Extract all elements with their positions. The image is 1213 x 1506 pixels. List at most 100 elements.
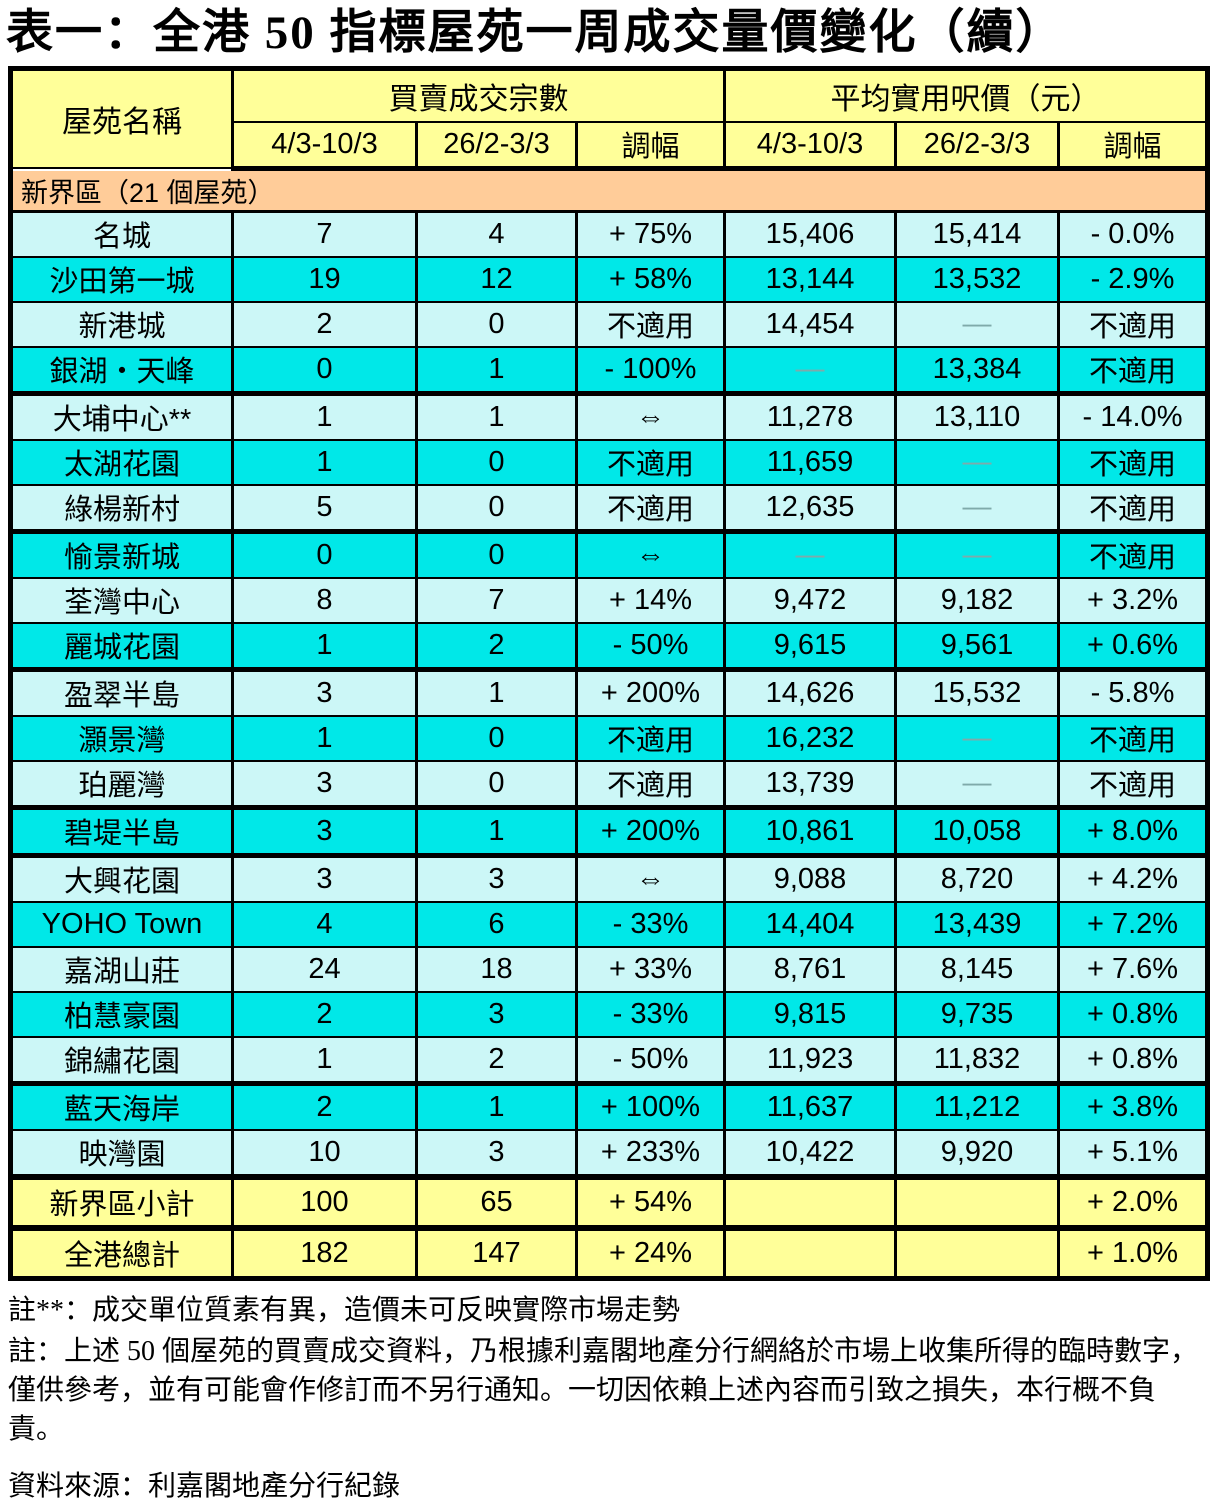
- header-price-period-previous: 26/2-3/3: [894, 121, 1060, 171]
- estate-name-cell: YOHO Town: [9, 900, 234, 948]
- table-row: 名城 7 4 + 75% 15,406 15,414- 0.0%: [9, 210, 1210, 258]
- volume-previous-cell: 0: [415, 714, 578, 762]
- price-change-cell: 不適用: [1056, 759, 1210, 810]
- volume-current-cell: 100: [231, 1173, 418, 1231]
- estate-name-cell: 新港城: [9, 300, 234, 348]
- price-current-cell: 10,861: [723, 806, 897, 858]
- estate-name-cell: 大興花園: [9, 854, 234, 903]
- volume-change-cell: 不適用: [575, 438, 726, 486]
- price-change-cell: - 0.0%: [1056, 210, 1210, 258]
- price-current-cell: 16,232: [723, 714, 897, 762]
- header-volume-period-previous: 26/2-3/3: [415, 121, 578, 171]
- price-current-cell: 12,635: [723, 483, 897, 534]
- price-current-cell: 13,739: [723, 759, 897, 810]
- volume-change-cell: + 233%: [575, 1128, 726, 1180]
- table-row: 綠楊新村 5 0 不適用 12,635— 不適用: [9, 483, 1210, 534]
- price-previous-cell: [894, 1173, 1060, 1231]
- price-change-cell: + 5.1%: [1056, 1128, 1210, 1180]
- volume-current-cell: 2: [231, 990, 418, 1038]
- price-change-cell: 不適用: [1056, 345, 1210, 396]
- price-change-cell: + 1.0%: [1056, 1224, 1210, 1280]
- table-row: 藍天海岸 2 1 + 100% 11,637 11,212 + 3.8%: [9, 1082, 1210, 1131]
- volume-change-cell: + 54%: [575, 1173, 726, 1231]
- estate-name-cell: 映灣園: [9, 1128, 234, 1180]
- price-change-cell: 不適用: [1056, 300, 1210, 348]
- price-current-cell: 11,923: [723, 1035, 897, 1086]
- data-source-line: 資料來源：利嘉閣地產分行紀錄: [8, 1471, 401, 1503]
- volume-current-cell: 182: [231, 1224, 418, 1280]
- price-change-cell: 不適用: [1056, 714, 1210, 762]
- price-previous-cell: 13,110: [894, 392, 1060, 441]
- price-change-cell: - 5.8%: [1056, 668, 1210, 717]
- price-current-cell: 9,472: [723, 576, 897, 624]
- price-previous-cell: 9,182: [894, 576, 1060, 624]
- price-current-cell: —: [723, 530, 897, 579]
- header-volume-period-current: 4/3-10/3: [231, 121, 418, 171]
- volume-change-cell: - 33%: [575, 900, 726, 948]
- volume-current-cell: 0: [231, 345, 418, 396]
- header-price-period-current: 4/3-10/3: [723, 121, 897, 171]
- price-previous-cell: 15,532: [894, 668, 1060, 717]
- volume-previous-cell: 18: [415, 945, 578, 993]
- table-row: 碧堤半島 3 1 + 200% 10,861 10,058 + 8.0%: [9, 806, 1210, 858]
- section-header-row: 新界區（21 個屋苑）: [8, 167, 1210, 213]
- volume-change-cell: 不適用: [575, 300, 726, 348]
- price-current-cell: [723, 1224, 897, 1280]
- volume-current-cell: 3: [231, 806, 418, 858]
- price-change-cell: + 2.0%: [1056, 1173, 1210, 1231]
- volume-change-cell: + 75%: [575, 210, 726, 258]
- table-row: 銀湖・天峰 0 1- 100% —13,384 不適用: [9, 345, 1210, 396]
- price-current-cell: 9,815: [723, 990, 897, 1038]
- price-change-cell: + 0.8%: [1056, 990, 1210, 1038]
- volume-current-cell: 3: [231, 854, 418, 903]
- volume-change-cell: + 33%: [575, 945, 726, 993]
- price-current-cell: 11,278: [723, 392, 897, 441]
- table-row: 荃灣中心 8 7 + 14% 9,472 9,182 + 3.2%: [9, 576, 1210, 624]
- volume-current-cell: 7: [231, 210, 418, 258]
- price-previous-cell: 11,832: [894, 1035, 1060, 1086]
- price-current-cell: [723, 1173, 897, 1231]
- estate-name-cell: 銀湖・天峰: [9, 345, 234, 396]
- footnote-disclaimer: 註：上述 50 個屋苑的買賣成交資料，乃根據利嘉閣地產分行網絡於市場上收集所得的…: [8, 1335, 1199, 1446]
- volume-change-cell: + 200%: [575, 806, 726, 858]
- price-change-cell: + 7.6%: [1056, 945, 1210, 993]
- price-previous-cell: —: [894, 483, 1060, 534]
- section-header-label: 新界區（21 個屋苑）: [8, 167, 1210, 213]
- volume-current-cell: 1: [231, 392, 418, 441]
- table-row: 嘉湖山莊 24 18 + 33% 8,761 8,145 + 7.6%: [9, 945, 1210, 993]
- table-row: 大埔中心** 1 1 ⇔ 11,278 13,110- 14.0%: [9, 392, 1210, 441]
- page-title: 表一：全港 50 指標屋苑一周成交量價變化（續）: [6, 7, 1065, 59]
- estate-name-cell: 名城: [9, 210, 234, 258]
- volume-current-cell: 4: [231, 900, 418, 948]
- volume-current-cell: 2: [231, 1082, 418, 1131]
- volume-previous-cell: 0: [415, 300, 578, 348]
- table-row: YOHO Town 4 6- 33% 14,404 13,439 + 7.2%: [9, 900, 1210, 948]
- price-change-cell: + 0.6%: [1056, 621, 1210, 672]
- table-row: 盈翠半島 3 1 + 200% 14,626 15,532- 5.8%: [9, 668, 1210, 717]
- price-previous-cell: 10,058: [894, 806, 1060, 858]
- price-previous-cell: 11,212: [894, 1082, 1060, 1131]
- volume-previous-cell: 12: [415, 255, 578, 303]
- subtotal-row: 新界區小計 100 65 + 54% + 2.0%: [9, 1173, 1210, 1231]
- header-price-group: 平均實用呎價（元）: [722, 67, 1210, 124]
- estate-name-cell: 盈翠半島: [9, 668, 234, 717]
- volume-previous-cell: 3: [415, 990, 578, 1038]
- table-totals: 新界區小計 100 65 + 54% + 2.0% 全港總計 182 147 +…: [9, 1173, 1210, 1280]
- volume-previous-cell: 0: [415, 530, 578, 579]
- price-current-cell: 10,422: [723, 1128, 897, 1180]
- volume-current-cell: 0: [231, 530, 418, 579]
- volume-previous-cell: 0: [415, 438, 578, 486]
- table-row: 麗城花園 1 2- 50% 9,615 9,561 + 0.6%: [9, 621, 1210, 672]
- price-current-cell: 15,406: [723, 210, 897, 258]
- volume-change-cell: + 24%: [575, 1224, 726, 1280]
- price-change-cell: + 3.2%: [1056, 576, 1210, 624]
- price-change-cell: - 2.9%: [1056, 255, 1210, 303]
- volume-change-cell: ⇔: [575, 392, 726, 441]
- price-change-cell: - 14.0%: [1056, 392, 1210, 441]
- volume-previous-cell: 1: [415, 668, 578, 717]
- price-current-cell: 14,626: [723, 668, 897, 717]
- volume-change-cell: - 33%: [575, 990, 726, 1038]
- header-period-row: 4/3-10/3 26/2-3/3 調幅 4/3-10/3 26/2-3/3 調…: [11, 121, 1210, 171]
- volume-current-cell: 2: [231, 300, 418, 348]
